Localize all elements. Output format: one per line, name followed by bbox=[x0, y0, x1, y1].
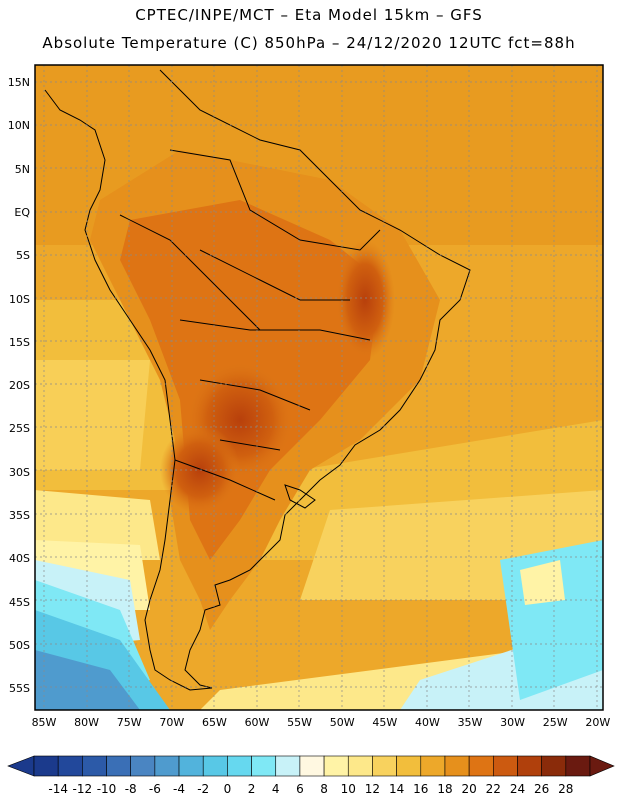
colorbar-tick-label: 28 bbox=[558, 782, 574, 796]
colorbar-tick-label: 18 bbox=[437, 782, 453, 796]
lat-label: 25S bbox=[9, 422, 30, 436]
colorbar-swatch bbox=[517, 755, 542, 777]
lat-label: 50S bbox=[9, 638, 30, 652]
colorbar-swatch bbox=[444, 755, 470, 777]
colorbar-swatch bbox=[468, 755, 494, 777]
colorbar-tick-label: -10 bbox=[96, 782, 117, 796]
colorbar-tick-label: 26 bbox=[534, 782, 550, 796]
colorbar-tick-label: -6 bbox=[148, 782, 161, 796]
colorbar-tick-label: -8 bbox=[124, 782, 137, 796]
colorbar-tick-label: -4 bbox=[173, 782, 186, 796]
colorbar-swatch bbox=[202, 755, 228, 777]
colorbar-swatch bbox=[565, 755, 591, 777]
lat-label: 10N bbox=[7, 119, 30, 133]
colorbar-swatch bbox=[57, 755, 83, 777]
lat-label: 55S bbox=[9, 682, 30, 696]
colorbar-swatch bbox=[323, 755, 349, 777]
colorbar-tick-label: 20 bbox=[461, 782, 477, 796]
colorbar-swatch bbox=[541, 755, 567, 777]
colorbar-swatch bbox=[420, 755, 446, 777]
lon-label: 65W bbox=[201, 716, 227, 729]
lon-label: 60W bbox=[244, 716, 270, 729]
lon-label: 70W bbox=[159, 716, 185, 729]
colorbar-swatch bbox=[493, 755, 518, 777]
lon-label: 45W bbox=[372, 716, 398, 729]
lon-label: 75W bbox=[116, 716, 142, 729]
lat-label: 10S bbox=[9, 292, 30, 306]
colorbar-arrow-low bbox=[7, 755, 35, 777]
colorbar-tick-label: 4 bbox=[271, 782, 280, 796]
colorbar-swatch bbox=[251, 755, 277, 777]
colorbar-swatch bbox=[154, 755, 180, 777]
colorbar-tick-label: -14 bbox=[48, 782, 68, 796]
lon-label: 35W bbox=[457, 716, 483, 729]
colorbar-tick-label: -2 bbox=[197, 782, 210, 796]
colorbar-swatch bbox=[275, 755, 301, 777]
colorbar-swatch bbox=[178, 755, 204, 777]
lat-label: 5N bbox=[14, 162, 30, 176]
colorbar-tick-label: 12 bbox=[364, 782, 381, 796]
lon-label: 55W bbox=[287, 716, 313, 729]
lat-label: 35S bbox=[9, 509, 30, 522]
colorbar-swatch bbox=[130, 755, 156, 777]
map-frame bbox=[34, 64, 604, 711]
colorbar-swatch bbox=[396, 755, 422, 777]
colorbar-swatch bbox=[106, 755, 131, 777]
lon-label: 50W bbox=[329, 716, 355, 729]
lon-label: 20W bbox=[585, 716, 611, 729]
colorbar-tick-label: 2 bbox=[247, 782, 256, 796]
colorbar-tick-label: 16 bbox=[413, 782, 429, 796]
lat-label: 5S bbox=[16, 249, 30, 263]
colorbar-tick-label: 14 bbox=[388, 782, 405, 796]
colorbar-tick-label: 8 bbox=[320, 782, 328, 796]
colorbar-arrow-high bbox=[589, 755, 615, 777]
colorbar-swatch bbox=[33, 755, 59, 777]
lat-label: 20S bbox=[9, 379, 30, 393]
lat-label: 15S bbox=[9, 335, 30, 349]
title-line-1: CPTEC/INPE/MCT – Eta Model 15km – GFS bbox=[135, 6, 483, 24]
colorbar-tick-label: -12 bbox=[72, 782, 93, 796]
colorbar-tick-label: 6 bbox=[296, 782, 304, 796]
colorbar-swatch bbox=[299, 755, 325, 777]
coastlines bbox=[44, 69, 471, 691]
temperature-field bbox=[35, 65, 603, 710]
lon-label: 80W bbox=[74, 716, 100, 729]
title-line-2: Absolute Temperature (C) 850hPa – 24/12/… bbox=[42, 34, 576, 52]
colorbar-tick-label: 22 bbox=[485, 782, 501, 796]
lon-label: 85W bbox=[31, 716, 57, 729]
lon-label: 40W bbox=[414, 716, 440, 729]
lat-label: 45S bbox=[9, 595, 30, 609]
colorbar-tick-label: 24 bbox=[509, 782, 526, 796]
lat-label: EQ bbox=[14, 205, 30, 219]
colorbar-tick-label: 10 bbox=[340, 782, 356, 796]
lon-label: 30W bbox=[500, 716, 526, 729]
lon-label: 25W bbox=[542, 716, 568, 729]
colorbar-swatch bbox=[227, 755, 252, 777]
colorbar bbox=[7, 755, 615, 777]
colorbar-tick-label: 0 bbox=[223, 782, 232, 796]
colorbar-swatch bbox=[82, 755, 107, 777]
lat-label: 15N bbox=[7, 76, 30, 89]
lat-label: 30S bbox=[9, 465, 30, 479]
colorbar-swatch bbox=[347, 755, 373, 777]
colorbar-swatch bbox=[372, 755, 397, 777]
lat-label: 40S bbox=[9, 552, 30, 566]
